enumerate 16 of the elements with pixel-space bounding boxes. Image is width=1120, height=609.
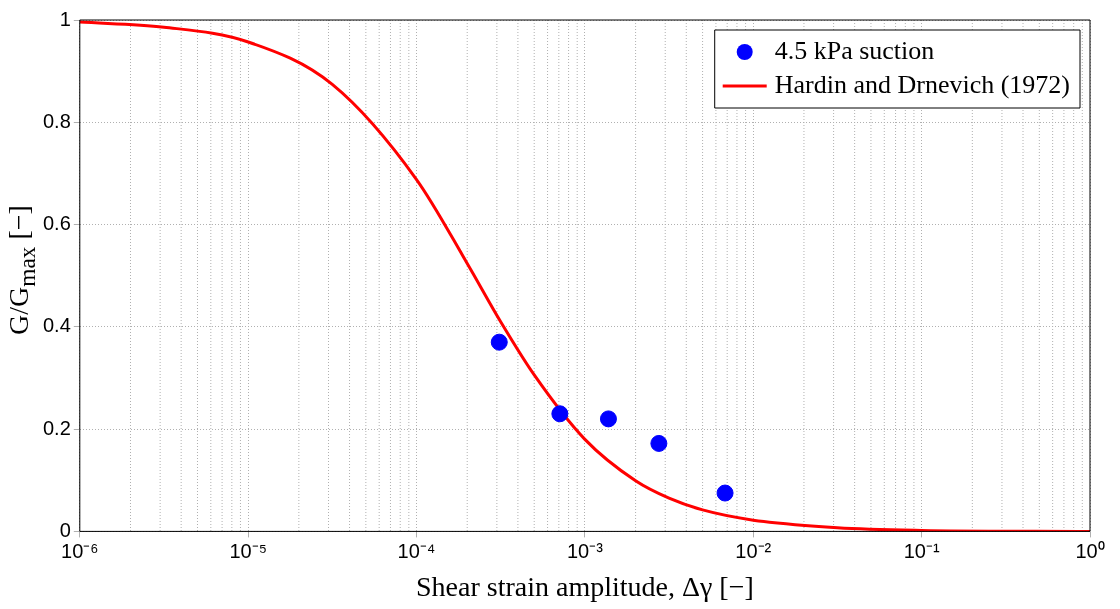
legend-label: 4.5 kPa suction [774, 35, 935, 65]
x-tick-label: 10⁻⁵ [229, 539, 267, 562]
y-tick-label: 1 [59, 7, 71, 30]
y-tick-label: 0.4 [42, 314, 71, 337]
y-tick-label: 0 [59, 518, 71, 541]
x-tick-label: 10⁰ [1075, 539, 1105, 562]
legend-label: Hardin and Drnevich (1972) [774, 69, 1070, 99]
x-tick-label: 10⁻³ [566, 539, 604, 562]
y-tick-label: 0.6 [42, 212, 71, 235]
x-tick-label: 10⁻² [735, 539, 772, 562]
y-tick-label: 0.8 [42, 109, 71, 132]
x-tick-label: 10⁻¹ [903, 539, 940, 562]
x-axis-title: Shear strain amplitude, Δγ [−] [416, 570, 754, 602]
x-tick-label: 10⁻⁶ [61, 539, 99, 562]
x-tick-label: 10⁻⁴ [397, 539, 436, 562]
y-tick-label: 0.2 [42, 416, 71, 439]
